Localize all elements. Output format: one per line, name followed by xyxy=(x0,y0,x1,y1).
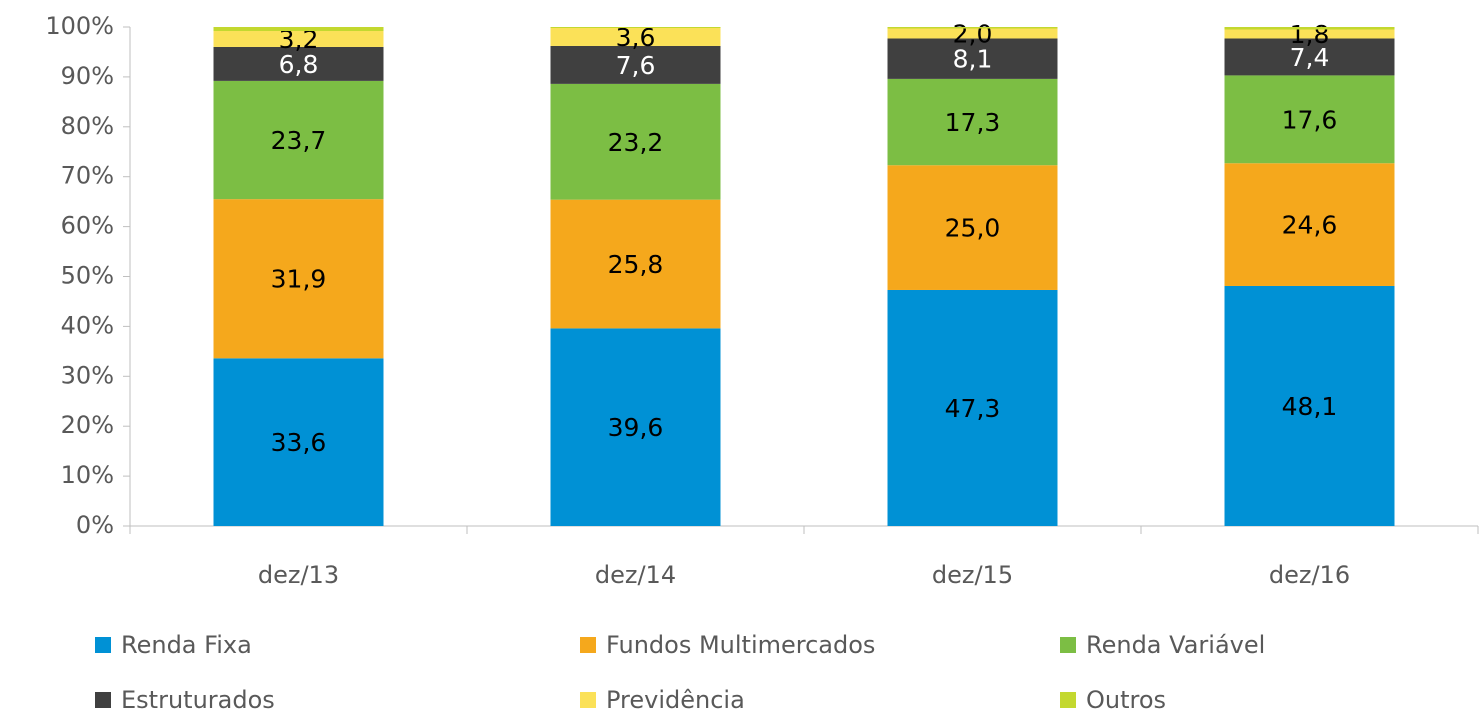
y-tick-label: 0% xyxy=(76,511,114,539)
bar-segment xyxy=(1224,163,1395,286)
data-label: 7,6 xyxy=(616,51,656,80)
bar-segment xyxy=(887,28,1058,39)
legend-swatch xyxy=(1060,692,1076,708)
y-tick-label: 40% xyxy=(61,311,114,339)
data-label: 23,2 xyxy=(608,128,664,157)
bar-segment xyxy=(887,27,1058,29)
y-tick-label: 80% xyxy=(61,112,114,140)
data-label: 1,8 xyxy=(1290,20,1330,49)
data-label: 17,6 xyxy=(1282,105,1338,134)
data-label: 23,7 xyxy=(271,126,327,155)
bar-segment xyxy=(550,199,721,329)
legend-label: Estruturados xyxy=(121,686,275,714)
x-tick-label: dez/15 xyxy=(932,561,1013,589)
bar-segment xyxy=(887,289,1058,526)
bar-segment xyxy=(887,165,1058,290)
bar-segment xyxy=(887,38,1058,79)
legend-swatch xyxy=(95,692,111,708)
y-tick-label: 90% xyxy=(61,62,114,90)
data-label: 33,6 xyxy=(271,428,327,457)
legend-swatch xyxy=(1060,637,1076,653)
bar-segment xyxy=(887,78,1058,166)
y-tick-label: 100% xyxy=(45,12,114,40)
data-label: 24,6 xyxy=(1282,211,1338,240)
data-label: 48,1 xyxy=(1282,392,1338,421)
bar-segment xyxy=(1224,29,1395,39)
data-label: 39,6 xyxy=(608,413,664,442)
y-tick-label: 70% xyxy=(61,162,114,190)
bar-segment xyxy=(1224,27,1395,30)
y-tick-label: 10% xyxy=(61,461,114,489)
legend-swatch xyxy=(580,692,596,708)
data-label: 25,8 xyxy=(608,250,664,279)
legend-label: Fundos Multimercados xyxy=(606,631,875,659)
bar-segment xyxy=(213,30,384,47)
legend-label: Renda Fixa xyxy=(121,631,252,659)
y-tick-label: 30% xyxy=(61,361,114,389)
data-label: 25,0 xyxy=(945,214,1001,243)
data-label: 31,9 xyxy=(271,265,327,294)
data-label: 7,4 xyxy=(1290,43,1330,72)
y-tick-label: 20% xyxy=(61,411,114,439)
y-tick-label: 50% xyxy=(61,262,114,290)
bar-segment xyxy=(213,27,384,31)
bar-segment xyxy=(550,328,721,526)
x-tick-label: dez/14 xyxy=(595,561,676,589)
bar-segment xyxy=(550,45,721,84)
x-tick-label: dez/16 xyxy=(1269,561,1350,589)
legend-label: Renda Variável xyxy=(1086,631,1265,659)
data-label: 8,1 xyxy=(953,45,993,74)
legend-swatch xyxy=(580,637,596,653)
bar-segment xyxy=(213,199,384,359)
data-label: 47,3 xyxy=(945,394,1001,423)
x-tick-label: dez/13 xyxy=(258,561,339,589)
bar-segment xyxy=(550,27,721,28)
legend-swatch xyxy=(95,637,111,653)
bar-segment xyxy=(550,83,721,200)
bar-segment xyxy=(1224,285,1395,526)
data-label: 2,0 xyxy=(953,19,993,48)
y-tick-label: 60% xyxy=(61,212,114,240)
bar-segment xyxy=(213,358,384,526)
legend-label: Outros xyxy=(1086,686,1166,714)
bar-segment xyxy=(1224,75,1395,164)
bar-segment xyxy=(550,27,721,46)
data-label: 6,8 xyxy=(279,50,319,79)
bar-segment xyxy=(213,46,384,81)
legend-label: Previdência xyxy=(606,686,745,714)
bar-segment xyxy=(1224,38,1395,76)
bar-segment xyxy=(213,80,384,200)
data-label: 17,3 xyxy=(945,108,1001,137)
